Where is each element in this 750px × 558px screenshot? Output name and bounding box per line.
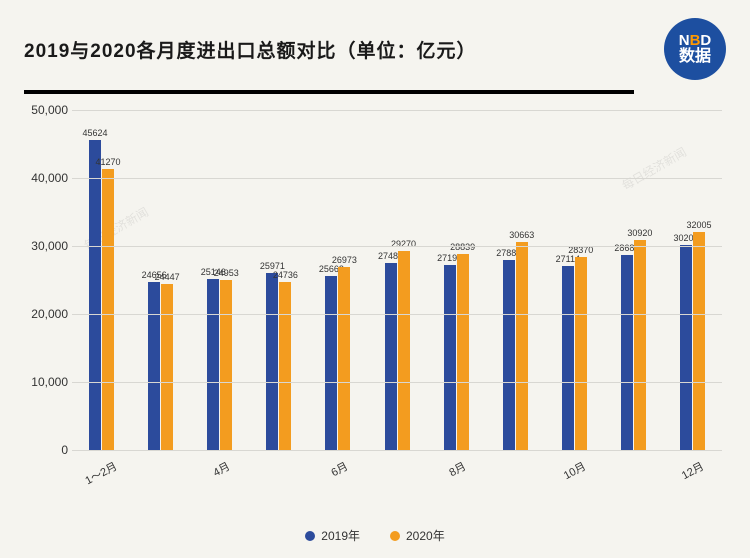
bar-group: 27195288398月 — [427, 254, 486, 450]
legend-swatch — [305, 531, 315, 541]
grid-line — [72, 178, 722, 179]
y-tick-label: 30,000 — [24, 239, 68, 253]
bar-group: 2465624447 — [131, 282, 190, 450]
bar-value-label: 26973 — [332, 255, 357, 265]
bar-2019: 27195 — [444, 265, 456, 450]
y-tick-label: 50,000 — [24, 103, 68, 117]
badge-line1: NBD — [679, 33, 712, 48]
legend-swatch — [390, 531, 400, 541]
x-tick-label: 10月 — [561, 458, 589, 483]
bar-2020: 28839 — [457, 254, 469, 450]
badge-line2: 数据 — [679, 48, 711, 66]
bar-value-label: 24736 — [273, 270, 298, 280]
bar-2019: 27489 — [385, 263, 397, 450]
legend-item: 2019年 — [305, 527, 360, 544]
grid-line — [72, 382, 722, 383]
bar-group: 2788030663 — [486, 242, 545, 451]
y-tick-label: 40,000 — [24, 171, 68, 185]
grid-line — [72, 246, 722, 247]
x-tick-label: 12月 — [679, 458, 707, 483]
chart-area: 45624412701～2月246562444725146249534月2597… — [24, 110, 726, 490]
bars: 45624412701～2月246562444725146249534月2597… — [72, 110, 722, 450]
bar-2019: 25662 — [325, 276, 337, 451]
legend-item: 2020年 — [390, 527, 445, 544]
bar-value-label: 24447 — [155, 272, 180, 282]
chart-container: 2019与2020各月度进出口总额对比（单位：亿元） NBD 数据 每日经济新闻… — [0, 0, 750, 558]
x-tick-label: 4月 — [210, 458, 233, 480]
bar-group: 2597124736 — [249, 273, 308, 450]
legend-label: 2020年 — [406, 527, 445, 544]
bar-value-label: 30920 — [627, 228, 652, 238]
grid-line — [72, 110, 722, 111]
bar-value-label: 29270 — [391, 239, 416, 249]
bar-group: 2748929270 — [367, 251, 426, 450]
bar-2020: 41270 — [102, 169, 114, 450]
bar-value-label: 24953 — [214, 268, 239, 278]
y-tick-label: 0 — [24, 443, 68, 457]
bar-value-label: 32005 — [686, 220, 711, 230]
bar-2019: 45624 — [89, 140, 101, 450]
legend: 2019年 2020年 — [0, 527, 750, 544]
bar-2019: 24656 — [148, 282, 160, 450]
bar-2020: 30920 — [634, 240, 646, 450]
plot: 45624412701～2月246562444725146249534月2597… — [72, 110, 722, 450]
y-tick-label: 20,000 — [24, 307, 68, 321]
bar-2020: 24953 — [220, 280, 232, 450]
bar-group: 25146249534月 — [190, 279, 249, 450]
y-tick-label: 10,000 — [24, 375, 68, 389]
legend-label: 2019年 — [321, 527, 360, 544]
nbd-badge: NBD 数据 — [664, 18, 726, 80]
bar-2019: 27114 — [562, 266, 574, 450]
bar-2020: 26973 — [338, 267, 350, 450]
grid-line — [72, 450, 722, 451]
header: 2019与2020各月度进出口总额对比（单位：亿元） NBD 数据 — [0, 0, 750, 90]
bar-2020: 32005 — [693, 232, 705, 450]
bar-group: 45624412701～2月 — [72, 140, 131, 450]
x-tick-label: 8月 — [446, 458, 469, 480]
bar-2019: 25146 — [207, 279, 219, 450]
x-tick-label: 1～2月 — [82, 458, 120, 488]
bar-value-label: 30663 — [509, 230, 534, 240]
bar-group: 271142837010月 — [545, 257, 604, 450]
x-tick-label: 6月 — [328, 458, 351, 480]
title-underline — [24, 90, 634, 94]
bar-2019: 27880 — [503, 260, 515, 450]
bar-group: 2868230920 — [604, 240, 663, 450]
chart-title: 2019与2020各月度进出口总额对比（单位：亿元） — [24, 36, 477, 63]
bar-2020: 24736 — [279, 282, 291, 450]
bar-2019: 25971 — [266, 273, 278, 450]
grid-line — [72, 314, 722, 315]
bar-2020: 28370 — [575, 257, 587, 450]
bar-2020: 30663 — [516, 242, 528, 451]
bar-value-label: 41270 — [96, 157, 121, 167]
bar-2020: 29270 — [398, 251, 410, 450]
bar-2019: 30209 — [680, 245, 692, 450]
bar-group: 25662269736月 — [308, 267, 367, 450]
bar-value-label: 45624 — [83, 128, 108, 138]
bar-2019: 28682 — [621, 255, 633, 450]
bar-2020: 24447 — [161, 284, 173, 450]
bar-group: 302093200512月 — [663, 232, 722, 450]
